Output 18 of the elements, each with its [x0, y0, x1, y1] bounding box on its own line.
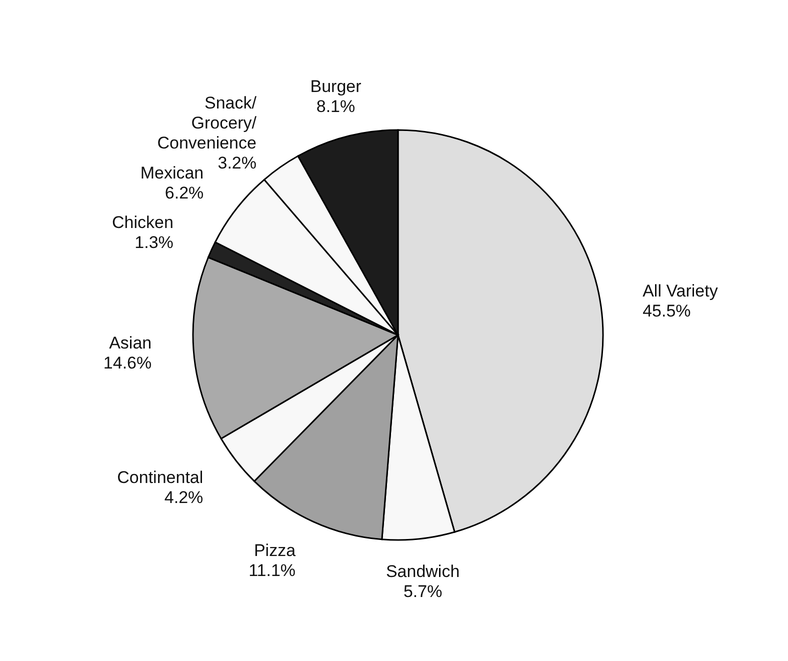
data-label: 6.2%	[164, 184, 204, 203]
data-label: 8.1%	[316, 96, 356, 116]
slice-label: Sandwich	[386, 562, 460, 581]
slice-label: Snack/ Grocery/ Convenience	[157, 94, 257, 153]
slice-label: All Variety	[642, 282, 718, 301]
slice-label: Asian	[109, 333, 152, 352]
data-label: 45.5%	[642, 302, 691, 321]
slice-label: Burger	[310, 76, 362, 96]
data-label: 11.1%	[248, 560, 296, 580]
slice-label: Mexican	[140, 164, 204, 183]
slice-label: Continental	[117, 468, 204, 487]
data-label: 1.3%	[134, 233, 174, 252]
slice-label: Chicken	[112, 213, 174, 232]
data-label: 14.6%	[103, 353, 152, 372]
data-label: 5.7%	[403, 582, 442, 601]
slice-label: Pizza	[254, 540, 296, 560]
data-label: 4.2%	[164, 488, 204, 507]
data-label: 3.2%	[218, 154, 256, 173]
